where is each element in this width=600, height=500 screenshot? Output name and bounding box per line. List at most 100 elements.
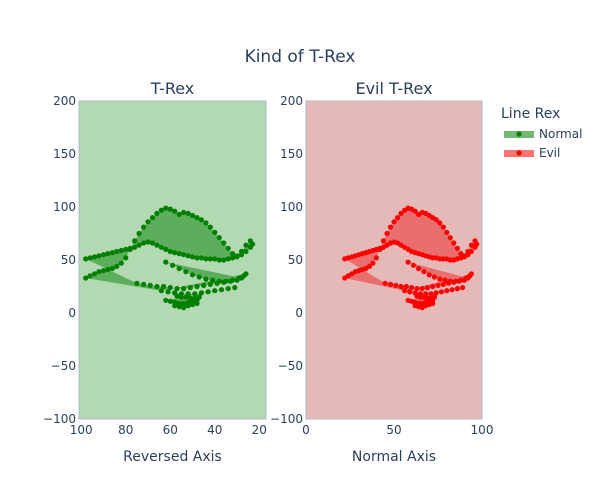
data-point <box>83 256 89 262</box>
data-point <box>468 242 474 248</box>
data-point <box>243 271 249 277</box>
data-point <box>225 286 231 292</box>
data-point <box>414 286 420 292</box>
data-point <box>158 207 164 213</box>
data-point <box>465 248 471 255</box>
data-point <box>169 262 176 268</box>
data-point <box>141 240 147 246</box>
y-tick-label: 150 <box>53 147 76 161</box>
data-point <box>243 248 249 255</box>
data-point <box>114 263 120 269</box>
data-point <box>238 248 245 255</box>
data-point <box>424 285 430 291</box>
data-point <box>207 224 213 230</box>
y-tick-label: −100 <box>270 412 303 426</box>
data-point <box>163 259 169 265</box>
legend-item-evil[interactable]: Evil <box>504 146 560 160</box>
data-point <box>243 242 249 248</box>
data-point <box>433 290 439 296</box>
data-point <box>87 273 93 279</box>
data-point <box>247 238 253 244</box>
data-point <box>194 215 200 221</box>
data-point <box>451 240 457 246</box>
data-point <box>145 219 151 225</box>
plot-frame <box>305 100 483 420</box>
legend-label: Evil <box>539 146 560 160</box>
data-point <box>431 274 438 280</box>
x-tick-label: 80 <box>118 423 133 437</box>
data-point <box>136 242 142 248</box>
data-point <box>216 257 222 263</box>
y-tick-label: 150 <box>280 147 303 161</box>
data-point <box>92 254 98 260</box>
data-point <box>96 269 102 275</box>
data-point <box>407 289 413 295</box>
data-point <box>391 219 397 225</box>
panel-subtitle: T-Rex <box>150 79 195 98</box>
data-point <box>163 205 169 211</box>
data-point <box>192 291 198 297</box>
y-tick-label: 100 <box>280 200 303 214</box>
data-point <box>183 294 189 300</box>
data-point <box>437 276 443 282</box>
data-point <box>114 248 120 255</box>
data-point <box>440 224 446 230</box>
data-point <box>402 288 408 294</box>
data-point <box>196 274 202 280</box>
x-axis-title: Normal Axis <box>352 449 436 465</box>
data-point <box>172 303 178 309</box>
data-point <box>444 288 450 294</box>
data-point <box>410 262 416 268</box>
y-tick-label: 100 <box>53 200 76 214</box>
data-point <box>472 238 478 244</box>
data-point <box>433 217 439 223</box>
data-point <box>109 250 115 256</box>
legend-item-normal[interactable]: Normal <box>504 127 582 141</box>
data-point <box>118 247 124 254</box>
data-point <box>198 290 204 296</box>
x-tick-label: 100 <box>70 423 93 437</box>
data-point <box>196 294 202 300</box>
data-point <box>187 295 193 301</box>
data-point <box>419 286 425 292</box>
data-point <box>230 277 236 283</box>
data-point <box>435 282 441 288</box>
data-point <box>167 206 173 212</box>
data-point <box>447 278 453 284</box>
x-axis-title: Reversed Axis <box>123 449 222 465</box>
data-point <box>440 281 446 287</box>
data-point <box>412 208 418 214</box>
data-point <box>158 244 164 250</box>
data-point <box>105 266 111 273</box>
data-point <box>458 277 464 283</box>
data-point <box>163 246 169 252</box>
plot-frame <box>78 100 267 420</box>
data-point <box>87 255 93 261</box>
data-point <box>212 229 218 235</box>
data-point <box>194 300 200 307</box>
y-tick-label: 50 <box>61 253 76 267</box>
data-point <box>194 255 200 261</box>
data-point <box>230 251 236 257</box>
data-point <box>176 211 182 217</box>
data-point <box>366 263 372 269</box>
data-point <box>83 275 89 281</box>
panel-subtitle: Evil T-Rex <box>355 79 432 98</box>
legend[interactable]: Line Rex Normal Evil <box>501 106 582 160</box>
data-point <box>447 235 453 241</box>
data-point <box>181 209 187 215</box>
data-point <box>181 252 187 258</box>
data-point <box>185 210 191 216</box>
data-point <box>174 293 180 299</box>
data-point <box>161 283 167 290</box>
data-point <box>172 208 178 214</box>
data-point <box>431 294 438 300</box>
x-tick-label: 20 <box>252 423 267 437</box>
data-point <box>189 212 196 219</box>
data-point <box>181 286 187 292</box>
y-tick-label: 0 <box>295 306 303 320</box>
data-point <box>154 283 160 290</box>
data-point <box>442 277 448 283</box>
